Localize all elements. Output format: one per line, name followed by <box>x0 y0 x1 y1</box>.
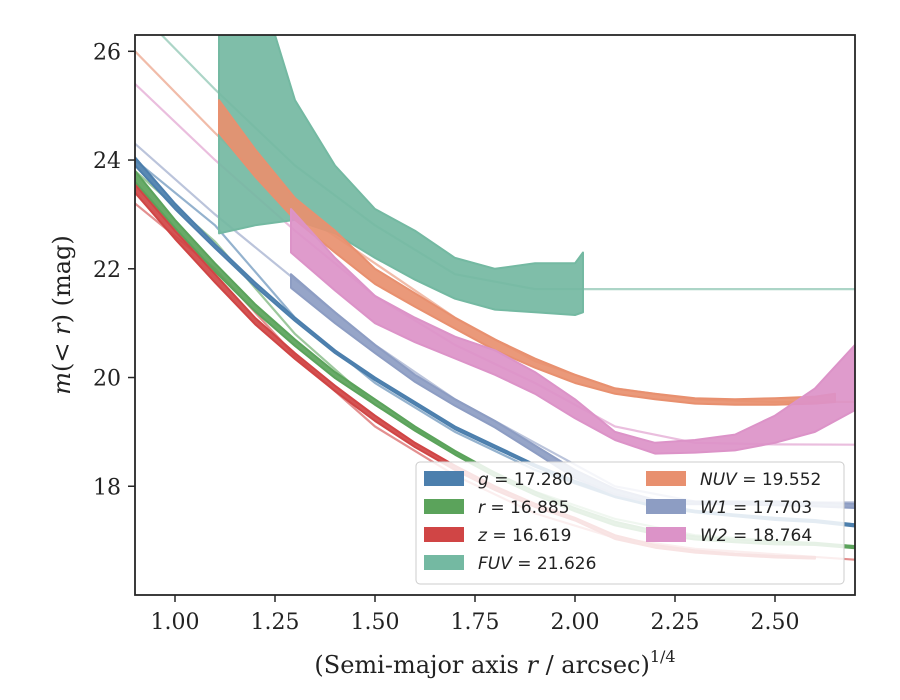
legend-label: NUV = 19.552 <box>700 470 821 490</box>
legend-label: z = 16.619 <box>477 526 571 546</box>
x-tick-label: 1.75 <box>451 610 500 635</box>
legend-label: W1 = 17.703 <box>700 498 812 518</box>
y-axis-label: m(< r) (mag) <box>48 235 76 395</box>
y-tick-label: 18 <box>93 475 121 500</box>
x-tick-label: 2.50 <box>751 610 800 635</box>
band-W1 <box>290 273 855 509</box>
legend-entry-r: r = 16.885 <box>424 498 570 518</box>
legend-entry-W2: W2 = 18.764 <box>646 526 812 546</box>
legend-swatch <box>424 527 464 542</box>
plot-frame <box>134 34 856 596</box>
legend-label: g = 17.280 <box>478 470 573 490</box>
y-tick-label: 22 <box>93 258 121 283</box>
legend-entry-g: g = 17.280 <box>424 470 573 490</box>
x-axis-label: (Semi-major axis r / arcsec)1/4 <box>314 647 675 679</box>
legend: g = 17.280 r = 16.885 z = 16.619 FUV = 21.6… <box>415 461 845 585</box>
y-axis-ticks: 18 20 22 24 26 <box>93 40 135 500</box>
legend-swatch <box>424 499 464 514</box>
y-tick-label: 26 <box>93 40 121 65</box>
legend-label: W2 = 18.764 <box>700 526 812 546</box>
legend-swatch <box>424 471 464 486</box>
band-FUV <box>218 35 584 316</box>
y-tick-label: 20 <box>93 367 121 392</box>
x-tick-label: 2.00 <box>551 610 600 635</box>
legend-entry-FUV: FUV = 21.626 <box>424 554 596 574</box>
legend-swatch <box>646 471 686 486</box>
x-tick-label: 1.50 <box>351 610 400 635</box>
legend-label: r = 16.885 <box>478 498 570 518</box>
legend-label: FUV = 21.626 <box>478 554 596 574</box>
legend-entry-NUV: NUV = 19.552 <box>646 470 821 490</box>
y-tick-label: 24 <box>93 149 121 174</box>
legend-swatch <box>424 555 464 570</box>
x-tick-label: 2.25 <box>651 610 700 635</box>
band-W2 <box>290 208 855 455</box>
legend-swatch <box>646 499 686 514</box>
x-tick-label: 1.00 <box>151 610 200 635</box>
x-axis-ticks: 1.00 1.25 1.50 1.75 2.00 2.25 2.50 <box>151 595 800 635</box>
legend-entry-z: z = 16.619 <box>424 526 571 546</box>
band-g <box>135 156 855 528</box>
x-tick-label: 1.25 <box>251 610 300 635</box>
legend-entry-W1: W1 = 17.703 <box>646 498 812 518</box>
legend-swatch <box>646 527 686 542</box>
legend-box <box>415 461 845 585</box>
